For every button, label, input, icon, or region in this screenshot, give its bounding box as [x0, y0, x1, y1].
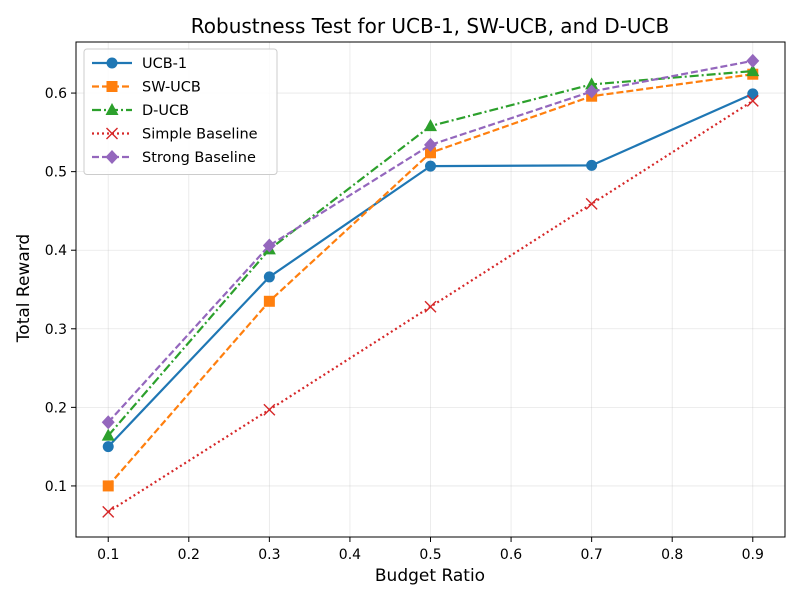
y-axis-ticks: 0.1 0.2 0.3 0.4 0.5 0.6	[45, 86, 76, 495]
legend-marker	[106, 81, 118, 92]
x-marker-stroke	[263, 403, 276, 416]
data-point-strong-baseline	[746, 53, 760, 68]
data-point-ucb-1	[425, 160, 436, 172]
data-point-ucb-1	[263, 271, 275, 283]
x-tick-label: 0.3	[258, 547, 280, 563]
data-point-simple-baseline	[585, 197, 598, 210]
x-tick-label: 0.7	[581, 547, 603, 563]
legend-label: D-UCB	[142, 103, 189, 119]
x-tick-label: 0.1	[97, 547, 119, 563]
legend-item-d-ucb: D-UCB	[92, 103, 189, 119]
x-marker-stroke	[106, 127, 118, 140]
data-point-ucb-1	[102, 441, 114, 453]
y-tick-label: 0.5	[45, 165, 67, 181]
data-point-ucb-1	[747, 88, 759, 100]
y-tick-label: 0.1	[45, 479, 67, 495]
legend-marker	[105, 103, 119, 115]
data-point-sw-ucb	[102, 480, 114, 492]
legend: UCB-1 SW-UCB D-UCB Simple Baseline Strong Ba…	[83, 48, 278, 175]
data-point-sw-ucb	[425, 147, 436, 159]
x-tick-label: 0.4	[339, 547, 361, 563]
legend-label: SW-UCB	[142, 80, 201, 96]
series-layer	[101, 53, 760, 518]
data-point-ucb-1	[586, 159, 598, 171]
chart-title: Robustness Test for UCB-1, SW-UCB, and D…	[191, 14, 669, 38]
data-point-strong-baseline	[424, 137, 437, 152]
series-simple-baseline	[102, 94, 759, 518]
x-marker-stroke	[585, 197, 598, 210]
data-point-strong-baseline	[262, 238, 276, 253]
x-marker-stroke	[746, 94, 759, 107]
data-point-sw-ucb	[263, 295, 275, 307]
data-point-simple-baseline	[263, 403, 276, 416]
legend-marker	[106, 127, 118, 140]
y-tick-label: 0.3	[45, 322, 67, 338]
x-tick-label: 0.8	[661, 547, 683, 563]
x-marker-stroke	[424, 300, 437, 313]
x-tick-label: 0.2	[178, 547, 200, 563]
x-tick-label: 0.9	[742, 547, 764, 563]
data-point-strong-baseline	[585, 84, 599, 99]
x-axis-ticks: 0.1 0.2 0.3 0.4 0.5 0.6 0.7 0.8 0.9	[97, 537, 764, 563]
data-point-simple-baseline	[424, 300, 437, 313]
x-tick-label: 0.5	[419, 547, 441, 563]
series-strong-baseline	[101, 53, 760, 430]
x-marker-stroke	[102, 505, 115, 518]
legend-marker	[106, 57, 118, 69]
legend-item-ucb-1: UCB-1	[92, 56, 187, 72]
y-tick-label: 0.6	[45, 86, 67, 102]
data-point-simple-baseline	[746, 94, 759, 107]
legend-label: UCB-1	[142, 56, 187, 72]
data-point-d-ucb	[585, 77, 599, 90]
data-point-d-ucb	[746, 64, 760, 77]
legend-label: Strong Baseline	[142, 150, 256, 166]
y-axis-label: Total Reward	[14, 234, 34, 343]
data-point-simple-baseline	[102, 505, 115, 518]
legend-item-sw-ucb: SW-UCB	[92, 80, 201, 96]
x-axis-label: Budget Ratio	[375, 566, 485, 586]
legend-label: Simple Baseline	[142, 127, 258, 143]
data-point-strong-baseline	[101, 415, 115, 430]
series-d-ucb	[101, 64, 760, 441]
data-point-d-ucb	[424, 119, 437, 132]
legend-item-simple-baseline: Simple Baseline	[92, 127, 258, 143]
legend-item-strong-baseline: Strong Baseline	[92, 150, 256, 166]
y-tick-label: 0.4	[45, 243, 67, 259]
series-ucb-1	[102, 88, 759, 453]
y-tick-label: 0.2	[45, 400, 67, 416]
data-point-d-ucb	[101, 428, 115, 441]
x-tick-label: 0.6	[500, 547, 522, 563]
legend-marker	[105, 150, 119, 164]
series-line-strong-baseline	[107, 59, 753, 424]
legend-box	[83, 48, 278, 175]
